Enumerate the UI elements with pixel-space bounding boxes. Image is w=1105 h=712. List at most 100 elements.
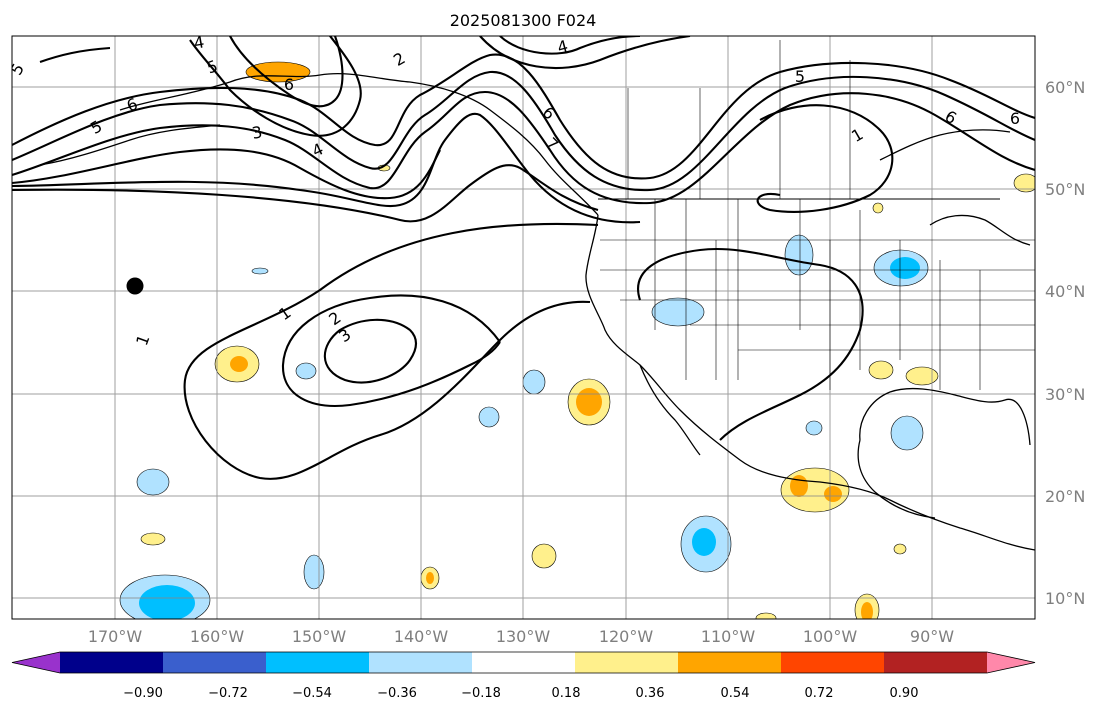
negative-anomaly [805, 420, 823, 436]
colorbar-segment [884, 652, 988, 673]
coastlines [39, 72, 1035, 551]
contour-line [499, 36, 641, 55]
contour-line [637, 247, 864, 441]
colorbar-segment [163, 652, 267, 673]
latitude-labels: 60°N 50°N 40°N 30°N 20°N 10°N [1045, 78, 1085, 608]
positive-anomaly [1013, 173, 1035, 193]
positive-anomaly [426, 572, 434, 584]
map-frame [11, 35, 1036, 620]
lon-label: 100°W [803, 627, 858, 646]
negative-anomaly [522, 369, 546, 395]
colorbar-tick-labels: −0.90 −0.72 −0.54 −0.36 −0.18 0.18 0.36 … [123, 686, 918, 701]
colorbar-tick-label: 0.36 [636, 686, 665, 701]
positive-anomaly [531, 543, 557, 569]
contour-line-1 [183, 222, 599, 480]
contour-line [479, 36, 691, 70]
colorbar-segment [369, 652, 473, 673]
baja-peninsula [639, 364, 701, 456]
alaska-coast [119, 72, 599, 216]
colorbar-segment [472, 652, 576, 673]
mexico-east-coast [857, 439, 936, 519]
longitude-labels: 170°W 160°W 150°W 140°W 130°W 120°W 110°… [88, 627, 954, 646]
colorbar-segment [781, 652, 885, 673]
negative-anomaly [478, 406, 500, 428]
gulf-of-mexico-coast [859, 387, 1031, 446]
positive-anomaly [861, 602, 873, 619]
colorbar-extend-min [12, 652, 60, 673]
lon-label: 110°W [701, 627, 756, 646]
colorbar-tick-label: −0.36 [377, 686, 417, 701]
negative-anomaly [890, 257, 920, 279]
aleutian-chain [39, 124, 221, 166]
location-marker [126, 277, 144, 295]
contour-line [12, 164, 599, 223]
colorbar-tick-label: −0.90 [123, 686, 163, 701]
positive-anomaly [755, 612, 777, 619]
contour-line [189, 36, 362, 137]
positive-anomaly [140, 532, 166, 546]
contour-line [12, 148, 441, 200]
contour-line [229, 36, 344, 108]
graticule [12, 36, 1035, 619]
negative-anomaly [295, 362, 317, 380]
contour-line [12, 70, 1035, 192]
colorbar-tick-label: −0.54 [292, 686, 332, 701]
positive-anomaly [576, 388, 602, 416]
lat-label: 20°N [1045, 487, 1085, 506]
lon-label: 150°W [292, 627, 347, 646]
lon-label: 160°W [190, 627, 245, 646]
contour-line-3 [323, 318, 418, 384]
lat-label: 60°N [1045, 78, 1085, 97]
colorbar-tick-label: −0.18 [461, 686, 501, 701]
contour-label: 3 [250, 122, 263, 142]
state-borders [600, 40, 1035, 390]
contour-label: 6 [1010, 109, 1020, 128]
map-title: 2025081300 F024 [450, 11, 597, 30]
contour-line [12, 90, 1035, 205]
colorbar-tick-label: −0.72 [208, 686, 248, 701]
negative-anomaly [651, 297, 705, 327]
contour-label: 4 [192, 32, 205, 52]
great-lakes [929, 214, 1031, 246]
positive-anomaly [905, 366, 939, 386]
negative-anomaly [784, 234, 814, 276]
colorbar-tick-label: 0.54 [721, 686, 750, 701]
lon-label: 140°W [394, 627, 449, 646]
lat-label: 30°N [1045, 385, 1085, 404]
contour-lines [12, 36, 1035, 480]
shaded-anomaly-layer [119, 61, 1035, 619]
negative-anomaly [692, 528, 716, 556]
colorbar-segment [266, 652, 370, 673]
lat-label: 10°N [1045, 589, 1085, 608]
colorbar-tick-label: 0.90 [890, 686, 919, 701]
colorbar-tick-label: 0.18 [552, 686, 581, 701]
negative-anomaly [251, 267, 269, 275]
lon-label: 170°W [88, 627, 143, 646]
lat-label: 50°N [1045, 180, 1085, 199]
positive-anomaly [868, 360, 894, 380]
negative-anomaly [139, 585, 195, 619]
lat-label: 40°N [1045, 282, 1085, 301]
contour-label: 5 [795, 67, 805, 86]
hudson-bay-coast [879, 129, 1011, 161]
positive-anomaly [230, 356, 248, 372]
lon-label: 120°W [599, 627, 654, 646]
positive-anomaly [824, 486, 842, 502]
positive-anomaly [872, 202, 884, 214]
colorbar-segment [575, 652, 679, 673]
lon-label: 90°W [910, 627, 954, 646]
positive-anomaly [790, 475, 808, 497]
colorbar-segment [60, 652, 164, 673]
contour-line [39, 46, 111, 63]
negative-anomaly [136, 468, 170, 496]
contour-label: 6 [284, 75, 294, 94]
lon-label: 130°W [496, 627, 551, 646]
contour-label: 4 [555, 36, 570, 57]
colorbar-outline [11, 651, 1036, 674]
contour-line [756, 104, 894, 213]
positive-anomaly [245, 61, 311, 83]
contour-line-2 [281, 294, 501, 407]
colorbar-extend-max [987, 652, 1035, 673]
negative-anomaly [303, 554, 325, 590]
